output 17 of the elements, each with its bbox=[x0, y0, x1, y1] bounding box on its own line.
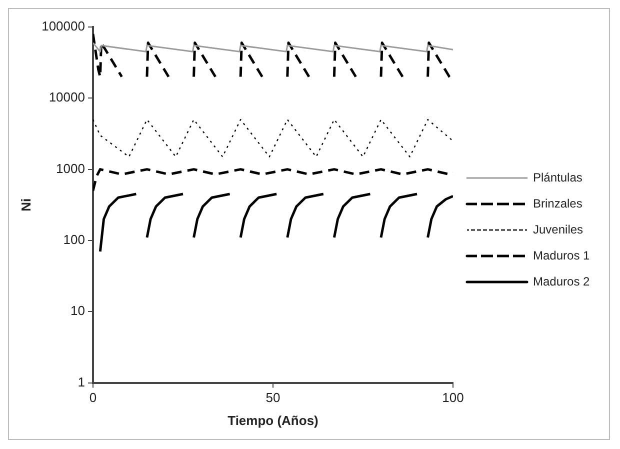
y-tick-label: 1000 bbox=[56, 160, 85, 176]
y-axis-title: Ni bbox=[18, 198, 34, 212]
legend-label: Maduros 1 bbox=[533, 248, 590, 262]
legend-label: Maduros 2 bbox=[533, 274, 590, 288]
y-tick-label: 100 bbox=[63, 232, 85, 248]
line-series bbox=[92, 118, 453, 158]
x-tick-label: 0 bbox=[89, 390, 97, 406]
y-tick-label: 1 bbox=[78, 374, 85, 390]
y-tick-label: 100000 bbox=[42, 18, 85, 34]
legend-label: Plántulas bbox=[533, 170, 582, 184]
x-tick-label: 50 bbox=[266, 390, 280, 406]
x-axis-title: Tiempo (Años) bbox=[228, 412, 318, 428]
y-tick-label: 10000 bbox=[48, 90, 85, 105]
x-tick-label: 100 bbox=[442, 390, 464, 406]
y-tick-label: 10 bbox=[70, 303, 85, 318]
legend-label: Juveniles bbox=[533, 222, 584, 236]
legend-label: Brinzales bbox=[533, 196, 582, 210]
